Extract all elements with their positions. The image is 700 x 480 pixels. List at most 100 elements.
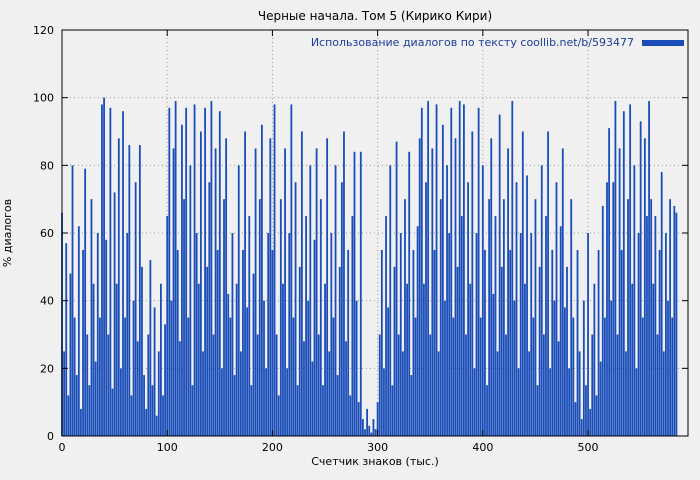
bar: [633, 165, 636, 437]
bar: [540, 165, 543, 437]
y-axis-label: % диалогов: [1, 198, 14, 268]
bar: [521, 131, 524, 436]
bar: [622, 111, 625, 436]
bar: [288, 233, 291, 436]
bar: [151, 385, 154, 436]
bar: [595, 395, 598, 436]
bar: [618, 148, 621, 436]
bar: [317, 334, 320, 436]
bar: [347, 249, 350, 436]
bar: [273, 104, 276, 436]
y-tick-label: 20: [40, 362, 54, 375]
bar: [566, 266, 568, 436]
bar: [187, 317, 190, 436]
bar: [397, 334, 400, 436]
bar: [168, 107, 171, 437]
bar: [86, 334, 89, 436]
bar: [216, 249, 219, 436]
bar: [362, 419, 364, 436]
bar: [88, 385, 91, 436]
bar: [667, 300, 669, 436]
bar: [603, 317, 606, 436]
bar: [665, 233, 667, 436]
bar: [423, 283, 425, 436]
bar: [349, 395, 352, 436]
bar: [202, 351, 204, 436]
bar: [233, 375, 236, 436]
bar: [286, 368, 289, 436]
bar: [486, 385, 488, 436]
bar: [355, 300, 358, 436]
bar: [601, 205, 604, 436]
bar: [157, 351, 160, 436]
bar: [559, 226, 562, 436]
bar: [376, 402, 379, 436]
bar: [582, 300, 585, 436]
bar: [149, 260, 152, 436]
bar: [656, 334, 659, 436]
bar: [296, 385, 299, 436]
bar: [162, 395, 164, 436]
bar: [155, 415, 158, 436]
bar: [389, 165, 392, 437]
bar: [532, 317, 535, 436]
bar: [408, 151, 411, 437]
bar: [269, 138, 272, 436]
bar: [206, 266, 209, 436]
bar: [128, 145, 131, 437]
bar: [456, 266, 459, 436]
bar: [84, 168, 87, 436]
bar: [143, 375, 145, 436]
chart-title: Черные начала. Том 5 (Кирико Кири): [257, 9, 493, 23]
bar: [498, 114, 501, 436]
bar: [580, 419, 583, 436]
bar: [534, 199, 537, 436]
bar: [277, 395, 280, 436]
bar: [90, 199, 93, 436]
bar: [229, 317, 232, 436]
bar: [374, 429, 377, 436]
bar: [159, 283, 162, 436]
bar: [181, 124, 183, 436]
bar: [591, 334, 594, 436]
bar: [115, 283, 118, 436]
bar: [294, 182, 297, 436]
bar: [635, 368, 638, 436]
bar: [441, 124, 444, 436]
y-tick-label: 80: [40, 159, 54, 172]
bar: [126, 233, 129, 436]
x-axis-label: Счетчик знаков (тыс.): [311, 455, 439, 468]
bar: [334, 165, 337, 437]
bar: [610, 300, 613, 436]
bar: [248, 216, 251, 436]
bar: [246, 307, 249, 436]
bar: [437, 351, 440, 436]
bar: [101, 104, 103, 436]
bar: [616, 334, 619, 436]
x-tick-label: 300: [367, 441, 388, 454]
bar: [252, 273, 255, 436]
bar: [444, 300, 446, 436]
bar: [292, 317, 295, 436]
bar: [254, 148, 257, 436]
bar: [311, 361, 314, 436]
bar: [218, 111, 221, 436]
bar: [340, 182, 343, 436]
bar: [475, 233, 478, 436]
bar: [235, 283, 238, 436]
bar: [395, 141, 398, 436]
bar: [387, 307, 390, 436]
bar: [660, 172, 663, 436]
bar: [366, 408, 369, 436]
bar: [170, 300, 173, 436]
bar: [225, 138, 228, 436]
bar: [542, 334, 545, 436]
bar: [648, 101, 650, 437]
x-tick-label: 500: [578, 441, 599, 454]
bar: [330, 233, 333, 436]
bar: [458, 101, 461, 437]
bar: [420, 107, 423, 437]
bar: [77, 226, 80, 436]
bar: [231, 233, 234, 436]
bar: [585, 385, 587, 436]
